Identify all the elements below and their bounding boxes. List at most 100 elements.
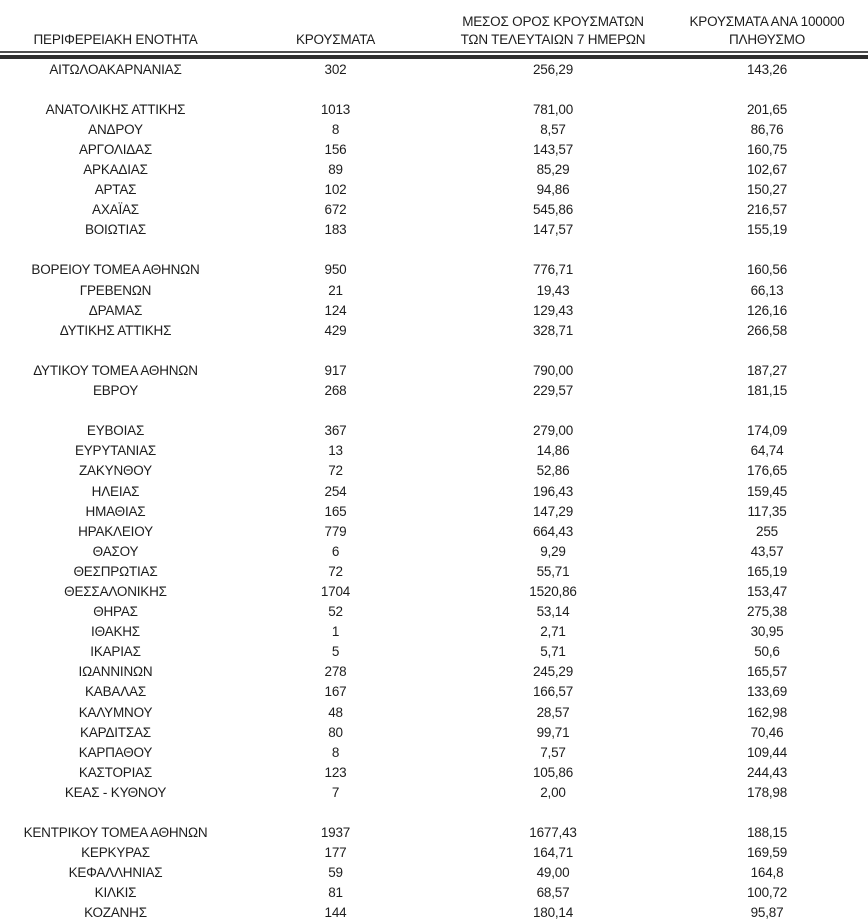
cell-region: ΙΘΑΚΗΣ [91, 624, 140, 640]
table-row: ΔΥΤΙΚΗΣ ΑΤΤΙΚΗΣ 429 328,71 266,58 [0, 320, 868, 340]
cell-cases: 177 [324, 845, 347, 861]
cell-per-100k: 95,87 [750, 905, 784, 921]
table-row: ΕΥΒΟΙΑΣ 367 279,00 174,09 [0, 421, 868, 441]
cell-region: ΗΡΑΚΛΕΙΟΥ [78, 523, 153, 539]
spacer-row [0, 79, 868, 99]
cell-per-100k: 176,65 [746, 463, 788, 479]
cell-cases: 254 [324, 483, 347, 499]
spacer-cell [0, 802, 868, 822]
cell-region: ΘΕΣΣΑΛΟΝΙΚΗΣ [64, 583, 167, 599]
cell-cases: 89 [328, 162, 343, 178]
cell-avg-7day: 14,86 [536, 443, 570, 459]
cell-avg-7day: 279,00 [532, 423, 574, 439]
cell-cases: 183 [324, 222, 347, 238]
cell-per-100k: 174,09 [746, 423, 788, 439]
table-row: ΚΑΛΥΜΝΟΥ 48 28,57 162,98 [0, 702, 868, 722]
cell-per-100k: 162,98 [746, 704, 788, 720]
cell-per-100k: 86,76 [750, 121, 784, 137]
cell-region: ΑΝΔΡΟΥ [88, 121, 143, 137]
table-row: ΓΡΕΒΕΝΩΝ 21 19,43 66,13 [0, 280, 868, 300]
table-row: ΕΒΡΟΥ 268 229,57 181,15 [0, 381, 868, 401]
cell-region: ΔΥΤΙΚΗΣ ΑΤΤΙΚΗΣ [59, 322, 172, 338]
cell-avg-7day: 129,43 [532, 302, 574, 318]
cell-avg-7day: 1520,86 [529, 583, 577, 599]
cell-region: ΚΕΦΑΛΛΗΝΙΑΣ [68, 865, 163, 881]
table-row: ΒΟΙΩΤΙΑΣ 183 147,57 155,19 [0, 220, 868, 240]
cell-avg-7day: 545,86 [532, 202, 574, 218]
cell-cases: 779 [324, 523, 347, 539]
cell-region: ΗΛΕΙΑΣ [91, 483, 140, 499]
cell-region: ΕΒΡΟΥ [92, 383, 139, 399]
cell-cases: 72 [328, 463, 343, 479]
table-row: ΖΑΚΥΝΘΟΥ 72 52,86 176,65 [0, 461, 868, 481]
cell-avg-7day: 147,57 [532, 222, 574, 238]
cell-cases: 5 [331, 644, 340, 660]
cell-cases: 156 [324, 141, 347, 157]
cell-cases: 1 [331, 624, 340, 640]
cell-per-100k: 43,57 [750, 543, 784, 559]
cell-cases: 165 [324, 503, 347, 519]
cell-region: ΕΥΡΥΤΑΝΙΑΣ [74, 443, 157, 459]
cell-per-100k: 70,46 [750, 724, 784, 740]
cell-region: ΔΥΤΙΚΟΥ ΤΟΜΕΑ ΑΘΗΝΩΝ [33, 362, 198, 378]
covid-cases-table: ΠΕΡΙΦΕΡΕΙΑΚΗ ΕΝΟΤΗΤΑ ΚΡΟΥΣΜΑΤΑ ΜΕΣΟΣ ΟΡΟ… [0, 6, 868, 924]
cell-region: ΘΕΣΠΡΩΤΙΑΣ [73, 563, 158, 579]
cell-cases: 8 [331, 121, 340, 137]
cell-cases: 950 [324, 262, 347, 278]
table-row: ΑΡΤΑΣ 102 94,86 150,27 [0, 180, 868, 200]
cell-cases: 1013 [320, 101, 351, 117]
cell-per-100k: 155,19 [746, 222, 788, 238]
table-row: ΑΧΑΪΑΣ 672 545,86 216,57 [0, 200, 868, 220]
cell-region: ΑΝΑΤΟΛΙΚΗΣ ΑΤΤΙΚΗΣ [45, 101, 186, 117]
cell-cases: 123 [324, 764, 347, 780]
spacer-cell [0, 401, 868, 421]
cell-avg-7day: 85,29 [536, 162, 570, 178]
cell-cases: 52 [328, 604, 343, 620]
cell-avg-7day: 1677,43 [529, 825, 577, 841]
table-row: ΑΝΔΡΟΥ 8 8,57 86,76 [0, 119, 868, 139]
table-row: ΚΕΑΣ - ΚΥΘΝΟΥ 7 2,00 178,98 [0, 782, 868, 802]
cell-region: ΚΑΡΠΑΘΟΥ [78, 744, 153, 760]
cell-per-100k: 143,26 [746, 61, 788, 77]
cell-avg-7day: 256,29 [532, 61, 574, 77]
cell-per-100k: 64,74 [750, 443, 784, 459]
cell-cases: 81 [328, 885, 343, 901]
cell-avg-7day: 55,71 [536, 563, 570, 579]
cell-per-100k: 187,27 [746, 362, 788, 378]
cell-per-100k: 126,16 [746, 302, 788, 318]
cell-avg-7day: 52,86 [536, 463, 570, 479]
cell-cases: 124 [324, 302, 347, 318]
cell-region: ΙΚΑΡΙΑΣ [90, 644, 141, 660]
cell-per-100k: 30,95 [750, 624, 784, 640]
table-row: ΚΕΦΑΛΛΗΝΙΑΣ 59 49,00 164,8 [0, 863, 868, 883]
cell-region: ΚΑΣΤΟΡΙΑΣ [78, 764, 153, 780]
table-row: ΚΕΡΚΥΡΑΣ 177 164,71 169,59 [0, 843, 868, 863]
cell-region: ΗΜΑΘΙΑΣ [85, 503, 146, 519]
cell-avg-7day: 49,00 [536, 865, 570, 881]
table-row: ΕΥΡΥΤΑΝΙΑΣ 13 14,86 64,74 [0, 441, 868, 461]
cell-per-100k: 159,45 [746, 483, 788, 499]
cell-cases: 80 [328, 724, 343, 740]
cell-avg-7day: 105,86 [532, 764, 574, 780]
table-row: ΗΜΑΘΙΑΣ 165 147,29 117,35 [0, 501, 868, 521]
table-row: ΔΡΑΜΑΣ 124 129,43 126,16 [0, 300, 868, 320]
cell-avg-7day: 180,14 [532, 905, 574, 921]
cell-avg-7day: 28,57 [536, 704, 570, 720]
table-header: ΠΕΡΙΦΕΡΕΙΑΚΗ ΕΝΟΤΗΤΑ ΚΡΟΥΣΜΑΤΑ ΜΕΣΟΣ ΟΡΟ… [0, 6, 868, 59]
table-row: ΙΘΑΚΗΣ 1 2,71 30,95 [0, 622, 868, 642]
cell-per-100k: 150,27 [746, 182, 788, 198]
cell-region: ΑΧΑΪΑΣ [92, 202, 139, 218]
cell-avg-7day: 328,71 [532, 322, 574, 338]
table-row: ΚΙΛΚΙΣ 81 68,57 100,72 [0, 883, 868, 903]
cell-region: ΚΕΡΚΥΡΑΣ [81, 845, 150, 861]
table-row: ΒΟΡΕΙΟΥ ΤΟΜΕΑ ΑΘΗΝΩΝ 950 776,71 160,56 [0, 260, 868, 280]
cell-region: ΚΙΛΚΙΣ [94, 885, 137, 901]
cell-avg-7day: 68,57 [536, 885, 570, 901]
spacer-row [0, 240, 868, 260]
cell-per-100k: 244,43 [746, 764, 788, 780]
table-row: ΙΩΑΝΝΙΝΩΝ 278 245,29 165,57 [0, 662, 868, 682]
cell-avg-7day: 99,71 [536, 724, 570, 740]
cell-region: ΚΑΛΥΜΝΟΥ [78, 704, 153, 720]
cell-per-100k: 255 [756, 523, 778, 539]
cell-region: ΘΗΡΑΣ [93, 604, 138, 620]
